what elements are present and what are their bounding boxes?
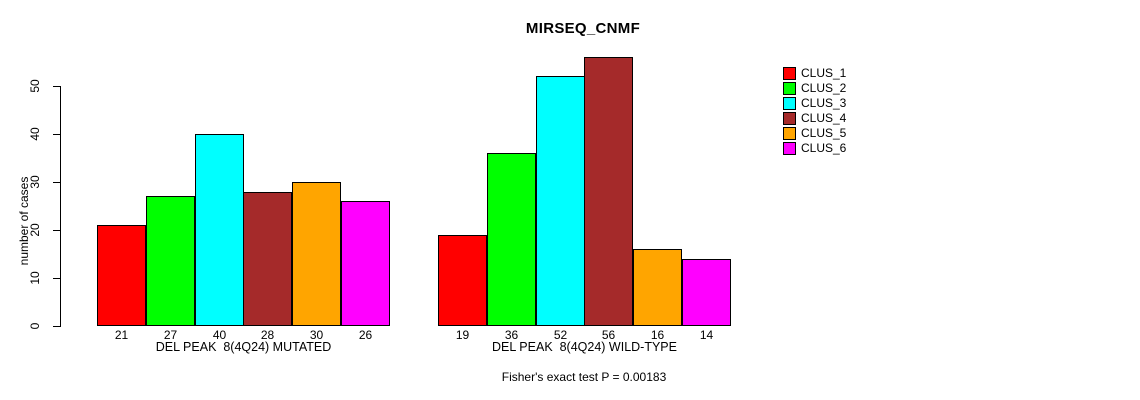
bar-value-label: 28 [260,328,275,342]
bar-value-label: 16 [650,328,665,342]
y-tick-label-20: 20 [28,223,42,237]
bar-clus_6-g2 [682,259,731,326]
bar-value-label: 30 [309,328,324,342]
bar-value-label: 36 [504,328,519,342]
bar-value-label: 56 [601,328,616,342]
y-tick-50 [53,86,61,87]
bar-clus_1-g2 [438,235,487,326]
bar-value-label: 21 [114,328,129,342]
legend-swatch-clus_3 [783,97,796,110]
bar-clus_4-g2 [584,57,633,326]
bar-clus_6-g1 [341,201,390,326]
y-tick-label-10: 10 [28,271,42,285]
y-tick-20 [53,230,61,231]
bar-clus_1-g1 [97,225,146,326]
legend-swatch-clus_2 [783,82,796,95]
bar-value-label: 19 [455,328,470,342]
bar-value-label: 40 [212,328,227,342]
bar-clus_4-g1 [243,192,292,326]
legend-swatch-clus_1 [783,67,796,80]
bar-clus_3-g1 [195,134,244,326]
y-tick-10 [53,278,61,279]
bar-value-label: 14 [699,328,714,342]
bar-clus_3-g2 [536,76,585,326]
y-tick-label-50: 50 [28,79,42,93]
legend-swatch-clus_4 [783,112,796,125]
group-label-1: DEL PEAK 8(4Q24) MUTATED [155,340,332,354]
bar-value-label: 52 [553,328,568,342]
legend-swatch-clus_5 [783,127,796,140]
legend-label-clus_5: CLUS_5 [801,126,847,140]
bar-clus_2-g2 [487,153,536,326]
legend-label-clus_3: CLUS_3 [801,96,847,110]
group-label-2: DEL PEAK 8(4Q24) WILD-TYPE [491,340,677,354]
legend-label-clus_6: CLUS_6 [801,141,847,155]
bar-clus_5-g2 [633,249,682,326]
annotation-text: Fisher's exact test P = 0.00183 [501,370,667,384]
y-tick-40 [53,134,61,135]
y-axis-line [60,86,61,327]
y-tick-0 [53,326,61,327]
y-axis-label: number of cases [17,176,31,266]
y-tick-label-0: 0 [28,322,42,330]
y-tick-label-40: 40 [28,127,42,141]
legend-label-clus_2: CLUS_2 [801,81,847,95]
legend-label-clus_1: CLUS_1 [801,66,847,80]
legend-label-clus_4: CLUS_4 [801,111,847,125]
bar-clus_2-g1 [146,196,195,326]
y-tick-label-30: 30 [28,175,42,189]
bar-clus_5-g1 [292,182,341,326]
chart-title: MIRSEQ_CNMF [525,20,641,37]
legend-swatch-clus_6 [783,142,796,155]
y-tick-30 [53,182,61,183]
bar-value-label: 26 [358,328,373,342]
bar-value-label: 27 [163,328,178,342]
